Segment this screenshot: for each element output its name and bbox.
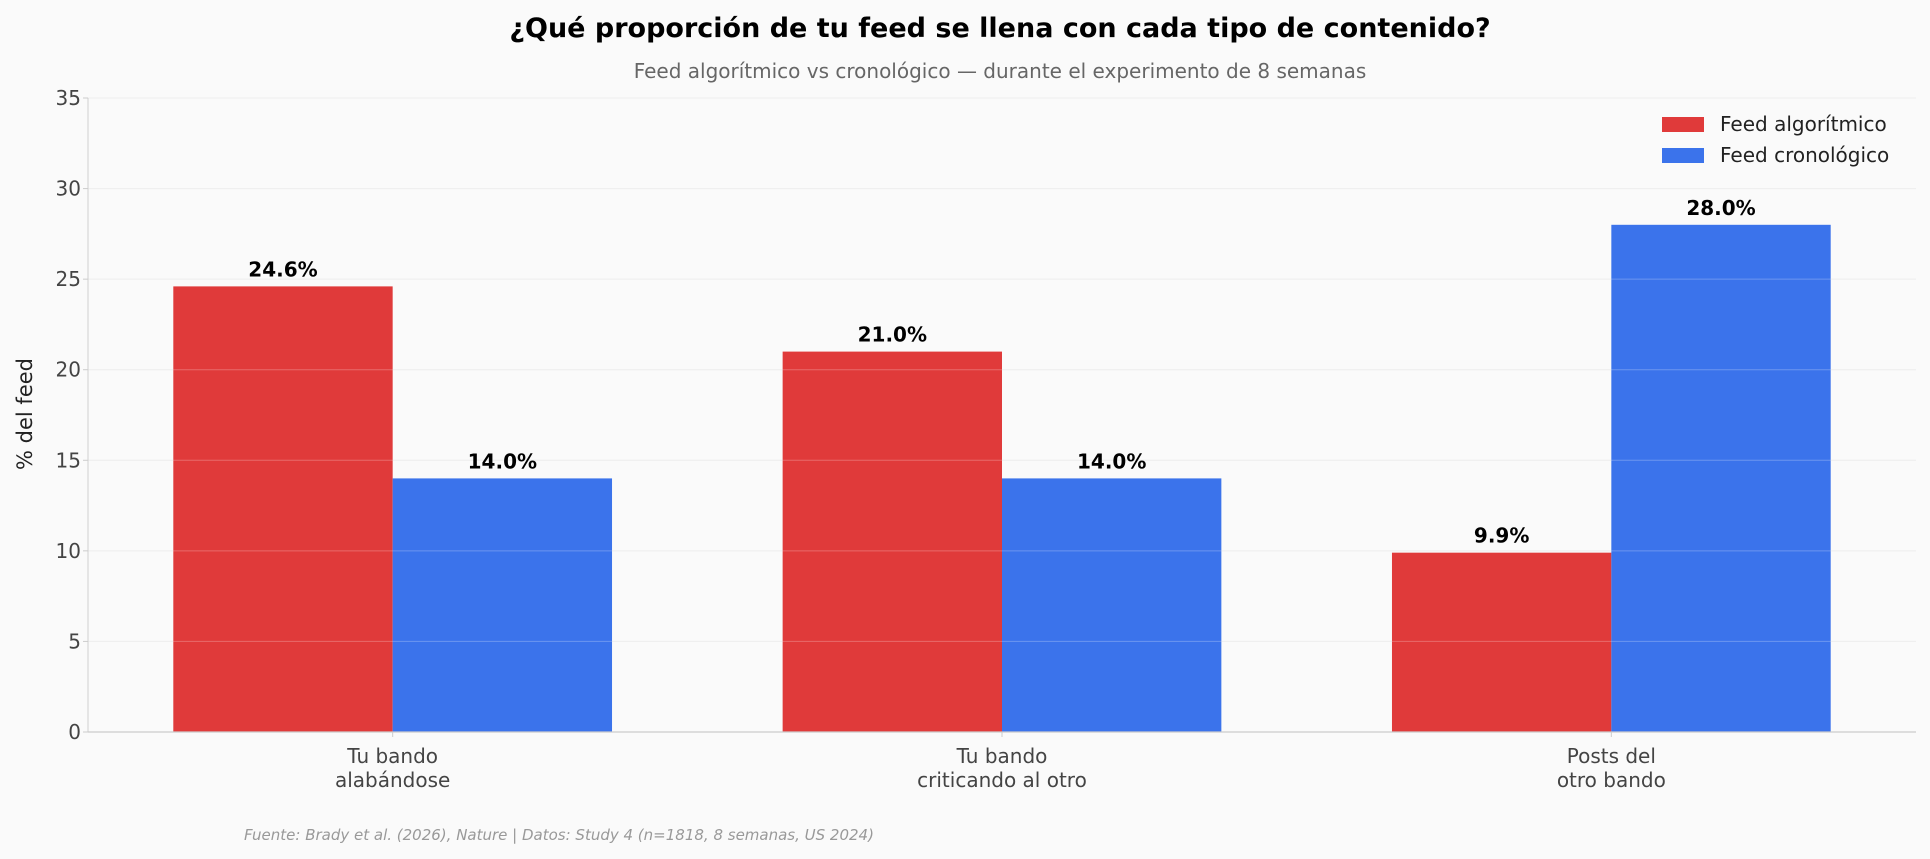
bar-value-label: 24.6% (248, 257, 317, 281)
y-tick-label: 25 (56, 267, 81, 291)
y-tick-label: 20 (56, 358, 81, 382)
bar (1391, 552, 1612, 732)
bar-value-label: 14.0% (1077, 449, 1146, 473)
bar (173, 286, 393, 732)
bar (782, 351, 1002, 732)
bar-group (88, 97, 1916, 733)
legend-label: Feed cronológico (1720, 143, 1889, 167)
x-tick-label: Tu bando (956, 744, 1048, 768)
y-tick-label: 30 (56, 177, 81, 201)
bar (1611, 224, 1831, 733)
y-tick-label: 10 (56, 539, 81, 563)
y-tick-label: 35 (56, 86, 81, 110)
legend: Feed algorítmico Feed cronológico (1662, 112, 1889, 167)
bar-value-label: 9.9% (1474, 524, 1529, 548)
bar (1002, 478, 1222, 732)
x-tick-label: Tu bando (346, 744, 438, 768)
source-note: Fuente: Brady et al. (2026), Nature | Da… (244, 826, 874, 844)
legend-label: Feed algorítmico (1720, 112, 1887, 136)
x-tick-label: alabándose (335, 768, 450, 792)
legend-swatch (1662, 148, 1704, 163)
bar-value-label: 28.0% (1686, 196, 1755, 220)
axes (83, 97, 1916, 737)
bar-value-label: 21.0% (858, 323, 927, 347)
y-tick-labels: 0 5 10 15 20 25 30 35 (56, 86, 81, 744)
x-tick-label: otro bando (1557, 768, 1666, 792)
chart-title: ¿Qué proporción de tu feed se llena con … (509, 13, 1490, 44)
x-tick-label: criticando al otro (917, 768, 1087, 792)
data-labels: 24.6% 21.0% 9.9% 14.0% 14.0% 28.0% (248, 196, 1755, 548)
y-tick-label: 0 (68, 720, 81, 744)
bar-value-label: 14.0% (468, 449, 537, 473)
y-tick-label: 15 (56, 448, 81, 472)
y-axis-label: % del feed (13, 358, 37, 470)
y-tick-label: 5 (68, 629, 81, 653)
chart-subtitle: Feed algorítmico vs cronológico — durant… (634, 59, 1367, 83)
bar (392, 478, 613, 732)
x-tick-label: Posts del (1567, 744, 1656, 768)
legend-swatch (1662, 117, 1704, 132)
